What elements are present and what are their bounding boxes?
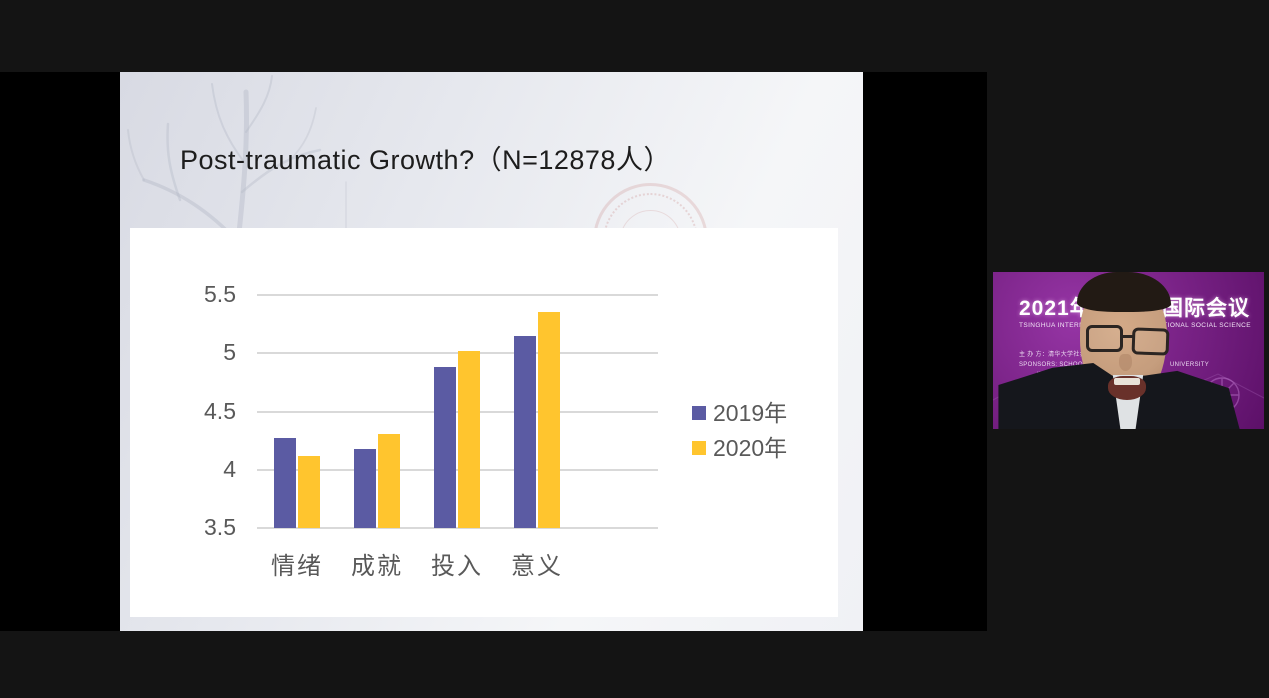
legend-item: 2019年 — [692, 400, 787, 426]
y-axis-tick-label: 5 — [223, 339, 236, 366]
presenter-mouth — [1108, 376, 1146, 400]
y-axis-tick-label: 4 — [223, 455, 236, 482]
backdrop-banner-subtitle: TSINGHUA INTERNATION TIONAL SOCIAL SCIEN… — [1019, 322, 1251, 329]
chart-legend: 2019年 2020年 — [692, 400, 787, 470]
bar-2019年-成就 — [354, 448, 376, 528]
presentation-slide: Post-traumatic Growth?（N=12878人） 5.5 5 4.5… — [120, 72, 863, 631]
chart-box: 5.5 5 4.5 4 3.5 情绪 成就 投入 意义 2019年 2020年 — [130, 228, 838, 617]
y-axis-tick-label: 4.5 — [204, 397, 236, 424]
chart-gridline — [257, 410, 658, 413]
sponsor-line-2: SPONSORS: SCHOOL OF SOCIAL S UNIVERSITY — [1019, 360, 1249, 370]
bar-2019年-意义 — [514, 335, 536, 528]
y-axis-tick-label: 5.5 — [204, 281, 236, 307]
sponsor-line-1: 主 办 方：清华大学社会科学学 — [1019, 352, 1105, 358]
presenter-hair — [1077, 272, 1171, 312]
presenter — [993, 272, 1264, 429]
bar-2020年-投入 — [458, 350, 480, 528]
glasses-bridge-icon — [1121, 335, 1134, 338]
chart-gridline — [257, 468, 658, 471]
bar-2019年-投入 — [434, 367, 456, 528]
legend-item: 2020年 — [692, 435, 787, 461]
banner-title-left: 2021年 — [1019, 297, 1092, 320]
bar-2019年-情绪 — [274, 438, 296, 528]
chart-gridline — [257, 294, 658, 296]
sponsor-line-2-left: SPONSORS: SCHOOL OF SOCIAL S — [1019, 362, 1129, 368]
screen-share-stage: Post-traumatic Growth?（N=12878人） 5.5 5 4.5… — [0, 72, 987, 631]
x-axis-category-label: 意义 — [511, 553, 563, 580]
bar-2020年-意义 — [538, 312, 560, 528]
banner-subtitle-right: TIONAL SOCIAL SCIENCE — [1163, 322, 1251, 329]
x-axis-category-label: 投入 — [431, 553, 483, 580]
bar-2020年-情绪 — [298, 455, 320, 528]
y-axis-tick-label: 3.5 — [204, 514, 236, 540]
chart-gridline — [257, 527, 658, 529]
x-axis-category-label: 成就 — [351, 553, 403, 580]
backdrop-banner-title: 2021年 国际会议 — [1019, 298, 1250, 320]
slide-title: Post-traumatic Growth?（N=12878人） — [180, 145, 671, 175]
bar-2020年-成就 — [378, 433, 400, 528]
presenter-nose — [1119, 354, 1132, 371]
glasses-right-lens-icon — [1131, 327, 1170, 356]
banner-subtitle-left: TSINGHUA INTERNATION — [1019, 322, 1106, 329]
legend-swatch-icon — [692, 441, 706, 455]
legend-swatch-icon — [692, 406, 706, 420]
presenter-teeth — [1114, 378, 1140, 385]
legend-label: 2019年 — [713, 399, 788, 426]
x-axis-category-label: 情绪 — [271, 553, 323, 580]
chart-gridline — [257, 352, 658, 355]
legend-label: 2020年 — [713, 434, 788, 461]
presenter-video-tile[interactable]: 2021年 国际会议 TSINGHUA INTERNATION TIONAL S… — [993, 272, 1264, 429]
banner-title-right: 国际会议 — [1162, 297, 1250, 320]
glasses-left-lens-icon — [1086, 325, 1123, 352]
sponsor-line-2-right: UNIVERSITY — [1170, 362, 1210, 368]
